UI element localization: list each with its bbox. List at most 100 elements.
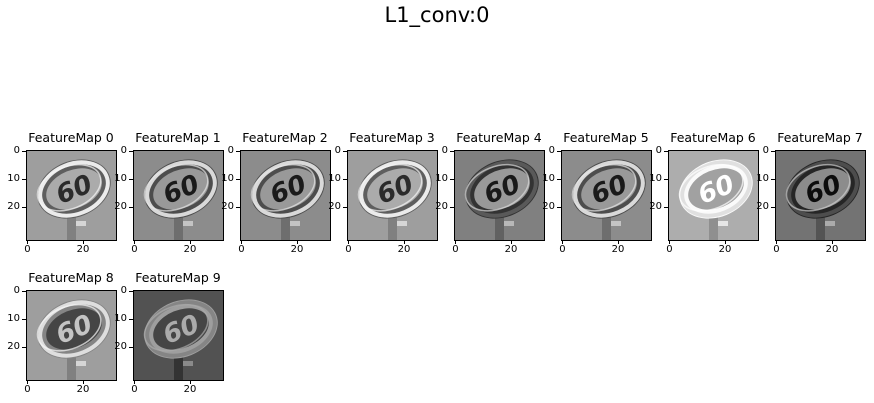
x-tick-label: 0 — [452, 244, 459, 255]
feature-map-image: 60 — [775, 150, 866, 241]
y-tick-label: 0 — [334, 145, 341, 157]
x-tick — [348, 240, 350, 244]
x-tick-label: 0 — [773, 244, 780, 255]
x-tick — [725, 240, 727, 244]
y-tick-label: 20 — [756, 201, 769, 213]
y-tick-label: 10 — [756, 173, 769, 185]
x-tick — [511, 240, 513, 244]
feature-map-panel: FeatureMap 8 60 0 10 20 0 20 — [7, 270, 117, 395]
x-tick — [297, 240, 299, 244]
y-tick-label: 0 — [120, 145, 127, 157]
y-tick-label: 20 — [114, 201, 127, 213]
x-tick — [776, 240, 778, 244]
figure-title: L1_conv:0 — [384, 3, 490, 27]
feature-map-image: 60 — [240, 150, 331, 241]
y-tick — [664, 207, 668, 209]
x-tick-label: 0 — [131, 384, 138, 395]
feature-map-image: 60 — [133, 290, 224, 381]
x-tick — [83, 240, 85, 244]
y-tick-label: 0 — [13, 285, 20, 297]
y-tick — [450, 151, 454, 153]
y-tick-label: 20 — [542, 201, 555, 213]
panel-title: FeatureMap 8 — [28, 270, 114, 285]
y-tick — [22, 319, 26, 321]
y-tick-label: 10 — [7, 173, 20, 185]
y-tick — [771, 151, 775, 153]
panel-title: FeatureMap 4 — [456, 130, 542, 145]
x-tick-label: 0 — [666, 244, 673, 255]
y-tick — [236, 151, 240, 153]
x-tick-label: 20 — [718, 244, 732, 255]
y-tick-label: 0 — [762, 145, 769, 157]
y-tick — [557, 179, 561, 181]
y-tick-label: 20 — [7, 341, 20, 353]
y-tick — [22, 151, 26, 153]
y-tick — [343, 179, 347, 181]
x-tick-label: 0 — [559, 244, 566, 255]
x-tick — [562, 240, 564, 244]
y-tick — [557, 207, 561, 209]
y-tick — [664, 151, 668, 153]
y-tick — [557, 151, 561, 153]
feature-map-panel: FeatureMap 1 60 0 10 20 0 20 — [114, 130, 224, 255]
panel-title: FeatureMap 0 — [28, 130, 114, 145]
x-tick — [134, 380, 136, 384]
feature-map-image: 60 — [347, 150, 438, 241]
y-tick-label: 10 — [221, 173, 234, 185]
panel-title: FeatureMap 7 — [777, 130, 863, 145]
y-tick — [129, 207, 133, 209]
feature-map-image: 60 — [133, 150, 224, 241]
panel-title: FeatureMap 2 — [242, 130, 328, 145]
x-tick — [832, 240, 834, 244]
y-tick-label: 10 — [542, 173, 555, 185]
y-tick-label: 20 — [649, 201, 662, 213]
feature-map-panel: FeatureMap 9 60 0 10 20 0 20 — [114, 270, 224, 395]
x-tick-label: 20 — [76, 384, 90, 395]
x-tick — [669, 240, 671, 244]
y-tick-label: 0 — [120, 285, 127, 297]
y-tick-label: 10 — [7, 313, 20, 325]
feature-map-panel: FeatureMap 4 60 0 10 20 0 20 — [435, 130, 545, 255]
panel-title: FeatureMap 3 — [349, 130, 435, 145]
y-tick-label: 20 — [435, 201, 448, 213]
feature-map-panel: FeatureMap 5 60 0 10 20 0 20 — [542, 130, 652, 255]
x-tick-label: 20 — [183, 384, 197, 395]
y-tick — [236, 207, 240, 209]
y-tick-label: 20 — [114, 341, 127, 353]
x-tick — [190, 240, 192, 244]
panel-title: FeatureMap 9 — [135, 270, 221, 285]
x-tick — [27, 240, 29, 244]
y-tick — [771, 179, 775, 181]
x-tick-label: 0 — [24, 244, 31, 255]
x-tick — [190, 380, 192, 384]
y-tick-label: 0 — [548, 145, 555, 157]
y-tick — [129, 179, 133, 181]
y-tick-label: 10 — [649, 173, 662, 185]
x-tick — [134, 240, 136, 244]
y-tick — [129, 291, 133, 293]
y-tick-label: 0 — [13, 145, 20, 157]
x-tick-label: 20 — [611, 244, 625, 255]
feature-map-image: 60 — [454, 150, 545, 241]
feature-map-image: 60 — [26, 290, 117, 381]
y-tick — [129, 347, 133, 349]
y-tick — [22, 291, 26, 293]
x-tick — [404, 240, 406, 244]
panel-title: FeatureMap 6 — [670, 130, 756, 145]
x-tick — [83, 380, 85, 384]
feature-map-image: 60 — [26, 150, 117, 241]
feature-map-panel: FeatureMap 2 60 0 10 20 0 20 — [221, 130, 331, 255]
y-tick — [22, 207, 26, 209]
y-tick — [236, 179, 240, 181]
panel-title: FeatureMap 1 — [135, 130, 221, 145]
y-tick-label: 0 — [655, 145, 662, 157]
x-tick-label: 20 — [290, 244, 304, 255]
feature-map-panel: FeatureMap 3 60 0 10 20 0 20 — [328, 130, 438, 255]
y-tick-label: 0 — [227, 145, 234, 157]
feature-map-panel: FeatureMap 7 60 0 10 20 0 20 — [756, 130, 866, 255]
y-tick-label: 20 — [328, 201, 341, 213]
feature-map-panel: FeatureMap 6 60 0 10 20 0 20 — [649, 130, 759, 255]
x-tick — [27, 380, 29, 384]
x-tick-label: 20 — [397, 244, 411, 255]
x-tick-label: 0 — [24, 384, 31, 395]
